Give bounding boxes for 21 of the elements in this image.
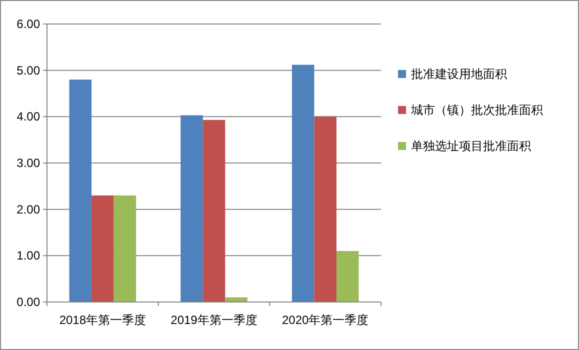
- y-tick-label: 6.00: [16, 17, 40, 31]
- x-tick-label: 2018年第一季度: [59, 313, 146, 327]
- bar: [314, 116, 336, 302]
- bar: [202, 120, 226, 302]
- legend-label: 单独选址项目批准面积: [411, 139, 531, 153]
- x-tick-label: 2020年第一季度: [282, 313, 369, 327]
- y-tick-label: 2.00: [16, 202, 40, 216]
- y-tick-label: 0.00: [16, 295, 40, 309]
- bar: [292, 64, 314, 302]
- bar: [92, 195, 114, 302]
- y-tick-label: 1.00: [16, 248, 40, 263]
- bar: [69, 80, 92, 302]
- legend-label: 城市（镇）批次批准面积: [410, 103, 543, 117]
- bar: [180, 115, 203, 302]
- y-tick-label: 4.00: [16, 110, 40, 124]
- y-tick-label: 5.00: [16, 63, 40, 78]
- y-tick-label: 3.00: [16, 156, 40, 170]
- bar: [336, 251, 359, 302]
- legend-label: 批准建设用地面积: [411, 67, 507, 81]
- bar: [114, 195, 136, 302]
- x-tick-label: 2019年第一季度: [170, 313, 258, 327]
